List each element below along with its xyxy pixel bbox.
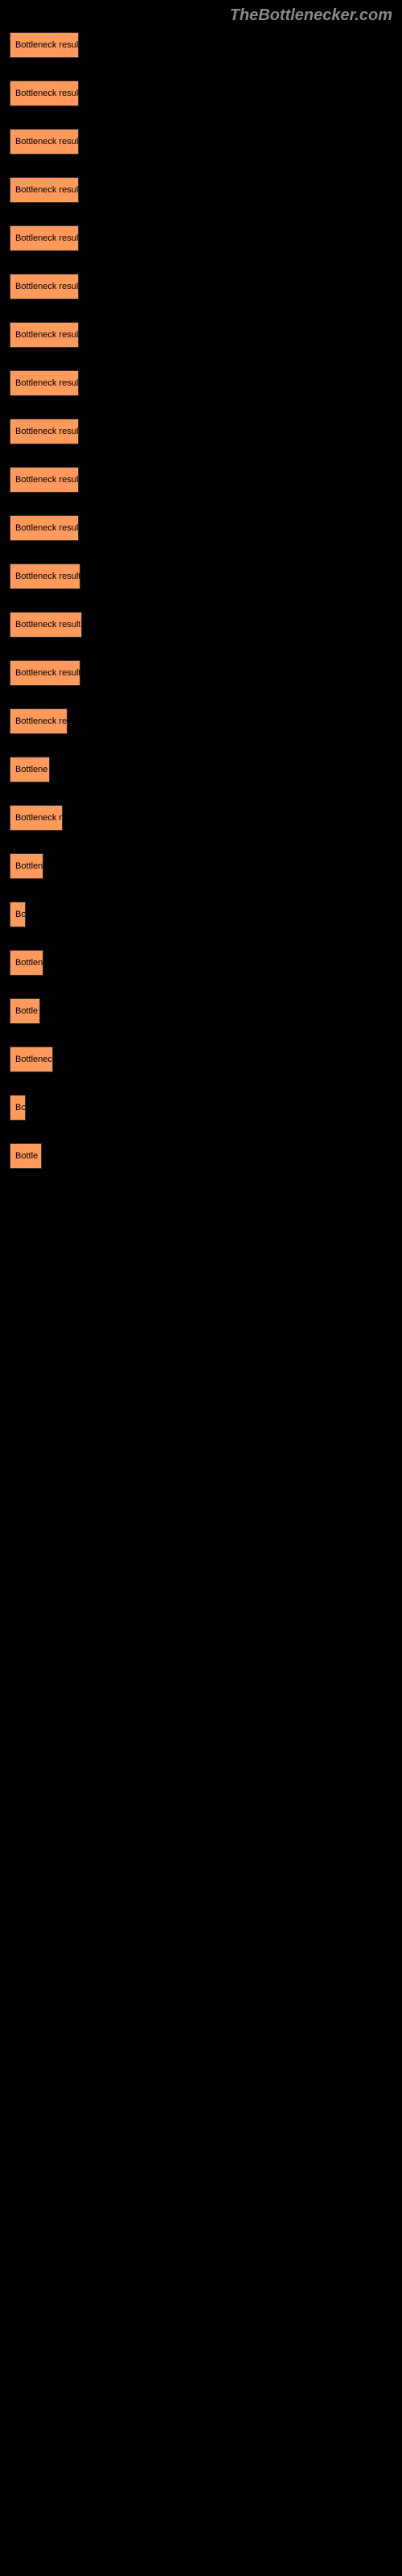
bar-row: Bottleneck result xyxy=(10,177,402,203)
bar: Bottleneck result xyxy=(10,177,79,203)
bar-row: Bottleneck result xyxy=(10,274,402,299)
bar-row: Bottleneck result xyxy=(10,660,402,686)
bar: Bottle xyxy=(10,998,40,1024)
bar: Bottleneck result xyxy=(10,419,79,444)
bar: Bottlen xyxy=(10,853,43,879)
bar: Bottleneck result xyxy=(10,225,79,251)
bar: Bottlen xyxy=(10,950,43,976)
bar-row: Bottleneck result xyxy=(10,322,402,348)
bar: Bottleneck result xyxy=(10,515,79,541)
bar-row: Bottle xyxy=(10,1143,402,1169)
bar-row: Bottleneck result xyxy=(10,129,402,155)
bar-row: Bottleneck re xyxy=(10,708,402,734)
bar-row: Bottlen xyxy=(10,950,402,976)
bar: Bottleneck result xyxy=(10,322,79,348)
bar: Bottlene xyxy=(10,757,50,782)
bar-row: Bottleneck result xyxy=(10,467,402,493)
bar-row: Bottlen xyxy=(10,853,402,879)
bar: Bottleneck result xyxy=(10,80,79,106)
bar: Bottleneck result xyxy=(10,274,79,299)
bar-row: Bottleneck result xyxy=(10,32,402,58)
bar: Bottleneck result xyxy=(10,129,79,155)
bar: Bottleneck result xyxy=(10,612,82,638)
bar: Bottleneck result xyxy=(10,32,79,58)
bar-row: Bottleneck result xyxy=(10,419,402,444)
bar-row: Bo xyxy=(10,902,402,927)
bar: Bottle xyxy=(10,1143,42,1169)
bar: Bottleneck r xyxy=(10,805,63,831)
bar-row: Bottleneck r xyxy=(10,805,402,831)
chart-container: Bottleneck result Bottleneck result Bottle… xyxy=(0,0,402,1169)
bar-row: Bottlenec xyxy=(10,1046,402,1072)
bar: Bo xyxy=(10,902,26,927)
bar-row: Bo xyxy=(10,1095,402,1121)
bar: Bo xyxy=(10,1095,26,1121)
bar: Bottlenec xyxy=(10,1046,53,1072)
bar: Bottleneck result xyxy=(10,370,79,396)
bar: Bottleneck result xyxy=(10,467,79,493)
bar-row: Bottleneck result xyxy=(10,80,402,106)
bar-row: Bottle xyxy=(10,998,402,1024)
bar-row: Bottleneck result xyxy=(10,612,402,638)
bar: Bottleneck re xyxy=(10,708,68,734)
bar: Bottleneck result xyxy=(10,564,80,589)
watermark-text: TheBottlenecker.com xyxy=(230,6,392,25)
bar-row: Bottleneck result xyxy=(10,515,402,541)
bar-row: Bottleneck result xyxy=(10,225,402,251)
bar-row: Bottleneck result xyxy=(10,370,402,396)
bar-row: Bottleneck result xyxy=(10,564,402,589)
bar: Bottleneck result xyxy=(10,660,80,686)
bar-row: Bottlene xyxy=(10,757,402,782)
